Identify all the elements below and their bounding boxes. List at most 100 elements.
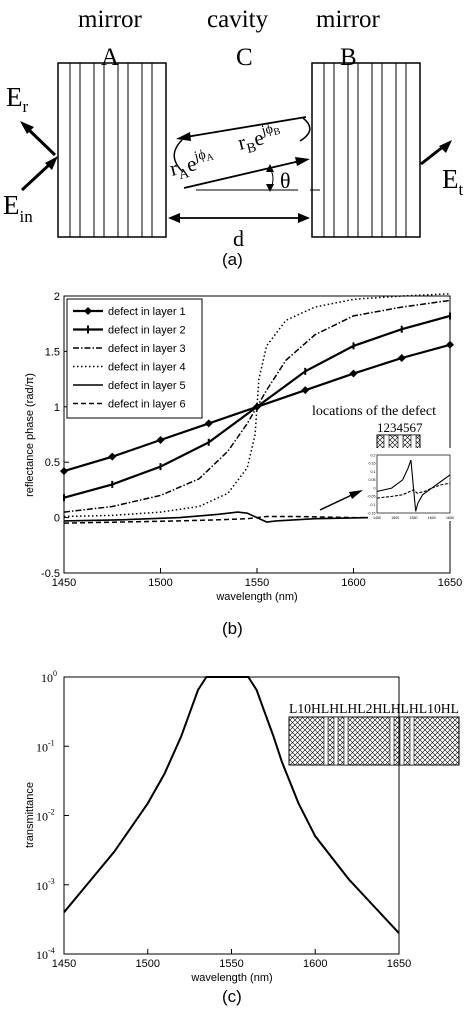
phase-point-s1-7 — [397, 354, 406, 363]
phase-series-line-5 — [63, 511, 373, 523]
inset-y-tick-label-7: -0.15 — [367, 511, 375, 515]
incident-arrow — [20, 156, 58, 192]
reflected-field-label: Er — [6, 82, 29, 116]
mirror-a-stack — [57, 62, 167, 238]
cavity-arrow-bottom — [183, 157, 310, 189]
phase-x-tick-label-3: 1600 — [341, 577, 365, 589]
inset-y-tick-label-4: 0 — [374, 486, 376, 490]
svg-text:Er: Er — [6, 82, 29, 116]
transmittance-x-tick-label-2: 1550 — [219, 958, 243, 970]
panel-c-label: (c) — [222, 987, 242, 1006]
transmittance-series — [63, 676, 400, 934]
legend-label-1: defect in layer 1 — [108, 306, 186, 318]
reflection-a-label: rAejϕA — [167, 146, 218, 185]
angle-marker — [196, 164, 320, 192]
phase-x-tick-label-1: 1500 — [148, 577, 172, 589]
transmitted-arrow — [420, 140, 452, 166]
transmittance-x-tick-label-3: 1600 — [303, 958, 327, 970]
phase-y-tick-label-5: 2 — [54, 291, 60, 303]
inset-y-tick-label-5: -0.05 — [367, 495, 375, 499]
phase-y-tick-label-2: 0.5 — [45, 457, 60, 469]
transmittance-y-tick-label-2: 10-2 — [36, 808, 55, 824]
svg-text:rBejϕB: rBejϕB — [235, 120, 285, 159]
legend-label-2: defect in layer 2 — [108, 325, 186, 337]
mirror-a-letter: A — [101, 44, 119, 71]
phase-series — [60, 293, 454, 524]
transmittance-x-tick-label-1: 1500 — [136, 958, 160, 970]
curved-arrow-b — [299, 117, 311, 142]
phase-y-tick-label-1: 0 — [54, 513, 60, 525]
phase-axes: 1450 1500 1550 1600 1650 -0.5 0 0.5 1 1.5 2 — [41, 291, 462, 589]
transmittance-y-tick-label-3: 10-3 — [36, 877, 55, 893]
transmittance-x-tick-label-0: 1450 — [52, 958, 76, 970]
panel-c-chart: 1450 1500 1550 1600 165010010-110-210-310-4 … — [24, 669, 460, 1006]
transmittance-axes: 1450 1500 1550 1600 1650 100 10-1 10-2 10-3 10-4 — [36, 669, 411, 970]
distance-label: d — [233, 226, 244, 251]
inset-series-line-2 — [376, 482, 451, 499]
phase-y-tick-label-4: 1.5 — [45, 346, 60, 358]
inset-x-tick-label-2: 1550 — [410, 516, 418, 520]
transmittance-y-tick-label-4: 10-4 — [36, 946, 55, 962]
panel-b-label: (b) — [222, 619, 243, 638]
structure-label: L10HLHLHL2HLHLHL10HL — [289, 701, 459, 716]
phase-legend: defect in layer 1 defect in layer 2 defect… — [66, 298, 203, 419]
distance-arrow — [168, 213, 310, 223]
phase-y-axis-label: reflectance phase (rad/π) — [24, 373, 36, 497]
legend-label-4: defect in layer 4 — [108, 362, 186, 374]
phase-series-line-6 — [63, 515, 450, 524]
inset-y-tick-label-0: 0.2 — [371, 453, 376, 457]
inset-x-tick-label-4: 1650 — [446, 516, 454, 520]
inset-x-tick-label-1: 1500 — [391, 516, 399, 520]
transmittance-line — [63, 676, 400, 934]
svg-text:Ein: Ein — [3, 190, 33, 226]
inset-x-tick-label-0: 1450 — [373, 516, 381, 520]
legend-marker-1 — [84, 307, 92, 315]
phase-series-line-4 — [63, 293, 451, 518]
phase-y-tick-label-3: 1 — [54, 402, 60, 414]
phase-point-s1-8 — [446, 340, 454, 349]
panel-b-chart: 1450 1500 1550 1600 1650 -0.5 0 0.5 1 1.5 2 reflec… — [24, 291, 462, 638]
panel-a-label: (a) — [222, 250, 243, 269]
cavity-letter: C — [236, 44, 253, 71]
phase-point-s1-2 — [156, 436, 165, 445]
inset-layer-numbers: 1234567 — [377, 420, 423, 435]
mirror-a-title: mirror — [78, 6, 143, 33]
phase-y-tick-label-0: -0.5 — [41, 568, 60, 580]
inset-y-tick-label-1: 0.15 — [369, 462, 376, 466]
transmittance-y-tick-label-1: 10-1 — [36, 738, 55, 754]
phase-point-s1-1 — [108, 452, 117, 461]
incident-field-label: Ein — [3, 190, 33, 226]
inset-y-tick-label-6: -0.1 — [369, 503, 375, 507]
inset-y-tick-label-2: 0.1 — [371, 470, 376, 474]
mirror-b-stack — [311, 62, 421, 238]
legend-label-6: defect in layer 6 — [108, 399, 186, 411]
phase-point-s1-5 — [301, 386, 310, 395]
cavity-title: cavity — [207, 6, 269, 33]
curved-arrow-a — [173, 139, 184, 173]
transmittance-x-axis-label: wavelength (nm) — [190, 972, 272, 984]
reflection-b-label: rBejϕB — [235, 120, 285, 159]
phase-x-tick-label-4: 1650 — [438, 577, 462, 589]
svg-text:rAejϕA: rAejϕA — [167, 146, 218, 185]
structure-layer-stack — [288, 716, 460, 766]
transmittance-y-tick-label-0: 100 — [41, 669, 57, 685]
cavity-arrow-top — [176, 116, 307, 141]
transmittance-y-axis-label: transmittance — [24, 782, 36, 848]
legend-label-3: defect in layer 3 — [108, 343, 186, 355]
inset-chart: 1450 1500 1550 1600 1650 0.2 0.15 0.1 0.05 0 -0.05… — [367, 448, 454, 521]
panel-a-schematic: mirror A cavity C mirror B — [3, 6, 464, 269]
reflected-arrow — [20, 121, 57, 157]
phase-x-tick-label-0: 1450 — [52, 577, 76, 589]
transmittance-x-tick-label-4: 1650 — [387, 958, 411, 970]
inset-y-tick-label-3: 0.05 — [369, 478, 376, 482]
phase-point-s1-6 — [349, 369, 358, 378]
legend-label-5: defect in layer 5 — [108, 380, 186, 392]
transmitted-field-label: Et — [442, 164, 464, 199]
inset-caption: locations of the defect — [312, 404, 436, 419]
svg-text:Et: Et — [442, 164, 464, 199]
phase-x-axis-label: wavelength (nm) — [215, 591, 297, 603]
phase-point-s1-3 — [204, 419, 213, 428]
phase-x-tick-label-2: 1550 — [245, 577, 269, 589]
mirror-b-title: mirror — [316, 6, 381, 33]
mirror-b-letter: B — [340, 44, 357, 71]
